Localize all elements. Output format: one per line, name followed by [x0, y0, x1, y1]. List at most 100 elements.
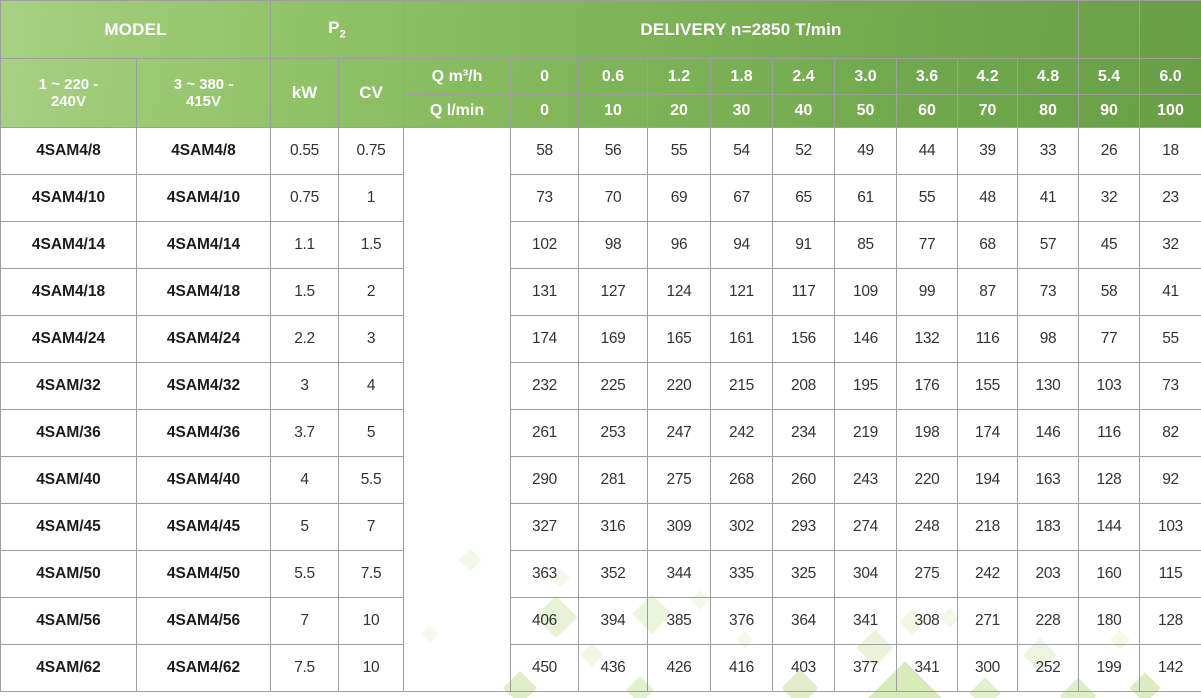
q-m3h-value: 5.4 [1078, 58, 1141, 95]
q-lmin-value: 10 [578, 94, 649, 128]
head-value-cell: 18 [1139, 127, 1201, 175]
model-3ph-cell: 4SAM4/36 [135, 409, 272, 457]
q-lmin-value: 50 [834, 94, 898, 128]
table-row: 4SAM/32 4SAM4/32 3 4 232 225 220 215 208 195 176 15… [0, 362, 1201, 410]
head-value-cell: 115 [1139, 550, 1201, 598]
head-value-cell: 49 [834, 127, 898, 175]
head-value-cell: 132 [896, 315, 959, 363]
head-value-cell: 32 [1139, 221, 1201, 269]
head-value-cell: 228 [1017, 597, 1080, 645]
head-value-cell: 281 [578, 456, 649, 504]
head-value-cell: 98 [1017, 315, 1080, 363]
table-row: 4SAM4/18 4SAM4/18 1.5 2 131 127 124 121 117 109 99… [0, 268, 1201, 316]
head-value-cell: 364 [772, 597, 836, 645]
head-value-cell: 219 [834, 409, 898, 457]
head-value-cell: 70 [578, 174, 649, 222]
head-value-cell: 91 [772, 221, 836, 269]
head-value-cell: 220 [896, 456, 959, 504]
q-lmin-value: 100 [1139, 94, 1201, 128]
cv-value-cell: 1 [338, 174, 405, 222]
head-value-cell: 128 [1078, 456, 1141, 504]
q-lmin-value: 0 [510, 94, 580, 128]
kw-value-cell: 1.5 [270, 268, 340, 316]
model-1ph-cell: 4SAM4/10 [0, 174, 137, 222]
head-value-cell: 180 [1078, 597, 1141, 645]
head-value-cell: 109 [834, 268, 898, 316]
head-value-cell: 58 [1078, 268, 1141, 316]
head-value-cell: 242 [710, 409, 774, 457]
q-m3h-label: Q m³/h [403, 58, 512, 95]
q-lmin-value: 30 [710, 94, 774, 128]
head-value-cell: 116 [957, 315, 1019, 363]
head-value-cell: 183 [1017, 503, 1080, 551]
table-header: MODEL P2 DELIVERY n=2850 T/min 1 ~ 220 -… [0, 0, 1201, 128]
cv-value-cell: 10 [338, 597, 405, 645]
head-value-cell: 208 [772, 362, 836, 410]
head-value-cell: 274 [834, 503, 898, 551]
voltage-three-header: 3 ~ 380 - 415V [135, 58, 272, 128]
head-value-cell: 23 [1139, 174, 1201, 222]
header-row-groups: MODEL P2 DELIVERY n=2850 T/min [0, 0, 1201, 59]
head-value-cell: 121 [710, 268, 774, 316]
head-value-cell: 335 [710, 550, 774, 598]
head-value-cell: 385 [647, 597, 712, 645]
q-m3h-value: 0.6 [578, 58, 649, 95]
model-1ph-cell: 4SAM4/18 [0, 268, 137, 316]
model-1ph-cell: 4SAM4/14 [0, 221, 137, 269]
head-value-cell: 300 [957, 644, 1019, 692]
head-value-cell: 55 [896, 174, 959, 222]
head-value-cell: 218 [957, 503, 1019, 551]
head-value-cell: 33 [1017, 127, 1080, 175]
table-row: 4SAM4/10 4SAM4/10 0.75 1 73 70 69 67 65 61 55 48 41 3… [0, 174, 1201, 222]
delivery-header: DELIVERY n=2850 T/min [403, 0, 1080, 59]
head-value-cell: 363 [510, 550, 580, 598]
head-value-cell: 275 [896, 550, 959, 598]
kw-value-cell: 3 [270, 362, 340, 410]
head-value-cell: 341 [834, 597, 898, 645]
head-value-cell: 406 [510, 597, 580, 645]
q-lmin-value: 80 [1017, 94, 1080, 128]
table-row: 4SAM/50 4SAM4/50 5.5 7.5 363 352 344 335 325 304 2… [0, 550, 1201, 598]
head-value-cell: 142 [1139, 644, 1201, 692]
model-1ph-cell: 4SAM/45 [0, 503, 137, 551]
head-value-cell: 232 [510, 362, 580, 410]
head-value-cell: 220 [647, 362, 712, 410]
model-3ph-cell: 4SAM4/40 [135, 456, 272, 504]
head-value-cell: 426 [647, 644, 712, 692]
kw-value-cell: 7.5 [270, 644, 340, 692]
head-value-cell: 52 [772, 127, 836, 175]
head-value-cell: 160 [1078, 550, 1141, 598]
head-value-cell: 55 [647, 127, 712, 175]
head-value-cell: 161 [710, 315, 774, 363]
head-value-cell: 450 [510, 644, 580, 692]
head-value-cell: 41 [1139, 268, 1201, 316]
head-value-cell: 41 [1017, 174, 1080, 222]
p2-header: P2 [270, 0, 405, 59]
voltage-single-header: 1 ~ 220 - 240V [0, 58, 137, 128]
kw-value-cell: 2.2 [270, 315, 340, 363]
head-value-cell: 275 [647, 456, 712, 504]
head-value-cell: 146 [834, 315, 898, 363]
head-value-cell: 199 [1078, 644, 1141, 692]
table-row: 4SAM4/8 4SAM4/8 0.55 0.75 58 56 55 54 52 49 44 39 33… [0, 127, 1201, 692]
head-value-cell: 44 [896, 127, 959, 175]
head-value-cell: 165 [647, 315, 712, 363]
head-value-cell: 215 [710, 362, 774, 410]
head-value-cell: 176 [896, 362, 959, 410]
head-value-cell: 304 [834, 550, 898, 598]
head-value-cell: 54 [710, 127, 774, 175]
head-value-cell: 268 [710, 456, 774, 504]
head-value-cell: 116 [1078, 409, 1141, 457]
cv-value-cell: 1.5 [338, 221, 405, 269]
head-value-cell: 124 [647, 268, 712, 316]
spacer-column-cell [403, 127, 512, 692]
head-value-cell: 127 [578, 268, 649, 316]
table-row: 4SAM/56 4SAM4/56 7 10 406 394 385 376 364 341 308 2… [0, 597, 1201, 645]
kw-value-cell: 5 [270, 503, 340, 551]
head-value-cell: 194 [957, 456, 1019, 504]
kw-value-cell: 0.55 [270, 127, 340, 175]
head-value-cell: 403 [772, 644, 836, 692]
cv-value-cell: 7 [338, 503, 405, 551]
q-m3h-value: 4.8 [1017, 58, 1080, 95]
q-m3h-value: 3.6 [896, 58, 959, 95]
